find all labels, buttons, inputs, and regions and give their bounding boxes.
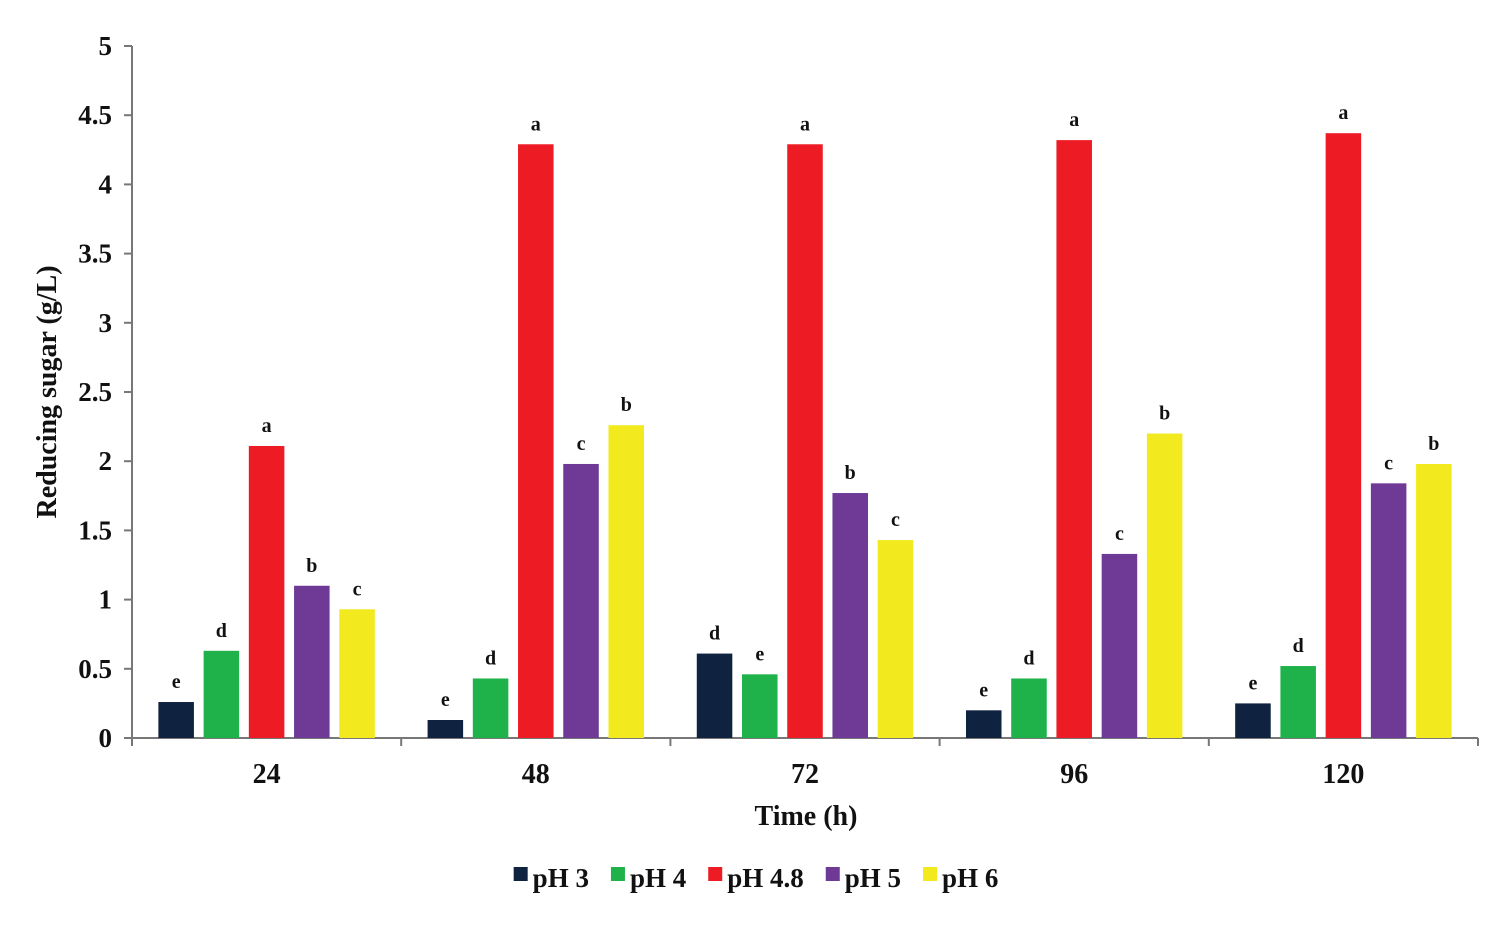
y-tick-label: 2.5 — [78, 377, 112, 407]
significance-letter: a — [1069, 109, 1079, 131]
bar — [1416, 463, 1452, 738]
bar — [472, 678, 509, 738]
y-tick-label: 3.5 — [78, 239, 112, 269]
significance-letter: d — [709, 623, 720, 645]
significance-letter: e — [1249, 672, 1258, 694]
x-axis: 24 48 72 96 120 — [131, 737, 1479, 790]
bars — [158, 133, 1452, 738]
significance-letter: e — [979, 679, 988, 701]
bar — [608, 425, 645, 738]
y-tick-label: 2 — [99, 446, 113, 476]
bar — [1325, 133, 1362, 738]
legend-label: pH 6 — [942, 863, 998, 893]
y-tick-label: 1.5 — [78, 515, 112, 545]
y-tick-label: 5 — [99, 31, 113, 61]
bar — [563, 463, 599, 738]
significance-letter: c — [1115, 523, 1124, 545]
bar — [1370, 483, 1407, 738]
bar — [203, 650, 240, 738]
legend-swatch — [708, 867, 723, 881]
legend-label: pH 4.8 — [727, 863, 804, 893]
legend-item: pH 3 — [513, 863, 589, 893]
significance-letter: c — [353, 578, 362, 600]
bar — [1280, 666, 1316, 738]
x-tick-label: 48 — [522, 759, 550, 790]
x-tick-label: 96 — [1060, 759, 1088, 790]
x-tick-label: 120 — [1322, 759, 1364, 790]
legend-item: pH 6 — [923, 863, 998, 893]
y-tick-label: 4.5 — [78, 100, 112, 130]
significance-letters: e e d e e d d e d d a a a a a b c b c c c b c b b — [172, 102, 1440, 711]
bar — [696, 653, 733, 738]
significance-letter: d — [1293, 635, 1304, 657]
significance-letter: b — [845, 462, 856, 484]
significance-letter: a — [1338, 102, 1348, 124]
legend-swatch — [825, 867, 840, 881]
bar — [339, 609, 375, 738]
x-tick-label: 72 — [791, 759, 819, 790]
significance-letter: e — [441, 689, 450, 711]
significance-letter: a — [800, 113, 810, 135]
y-axis-title: Reducing sugar (g/L) — [32, 265, 63, 518]
bar — [1056, 140, 1092, 738]
significance-letter: c — [577, 433, 586, 455]
significance-letter: e — [755, 643, 764, 665]
legend-item: pH 4 — [610, 863, 686, 893]
legend-swatch — [610, 867, 625, 881]
legend: pH 3 pH 4 pH 4.8 pH 5 pH 6 — [513, 863, 998, 893]
bar — [1101, 553, 1138, 738]
bar — [1011, 678, 1047, 738]
significance-letter: d — [485, 647, 496, 669]
bar — [294, 585, 330, 738]
bar — [1146, 433, 1183, 738]
bar — [427, 720, 464, 738]
significance-letter: b — [1428, 433, 1439, 455]
legend-swatch — [513, 867, 528, 881]
legend-item: pH 4.8 — [708, 863, 804, 893]
bar — [787, 144, 823, 738]
bar — [248, 445, 285, 738]
y-axis: 0 0.5 1 1.5 2 2.5 3 3.5 4 4.5 5 — [78, 31, 133, 753]
significance-letter: b — [621, 394, 632, 416]
significance-letter: a — [531, 113, 541, 135]
x-axis-title: Time (h) — [755, 801, 858, 832]
bar — [742, 674, 778, 738]
significance-letter: b — [306, 555, 317, 577]
y-tick-label: 0.5 — [78, 654, 112, 684]
legend-swatch — [923, 867, 938, 881]
legend-label: pH 3 — [533, 863, 589, 893]
significance-letter: b — [1159, 403, 1170, 425]
significance-letter: c — [1384, 452, 1393, 474]
significance-letter: a — [262, 415, 272, 437]
legend-label: pH 5 — [845, 863, 901, 893]
significance-letter: c — [891, 509, 900, 531]
bar — [518, 144, 554, 738]
bar — [832, 493, 868, 738]
legend-item: pH 5 — [825, 863, 901, 893]
y-tick-label: 0 — [99, 723, 113, 753]
significance-letter: d — [1023, 647, 1034, 669]
legend-label: pH 4 — [630, 863, 686, 893]
bar — [158, 702, 194, 738]
bar — [965, 710, 1002, 738]
bar — [877, 540, 914, 738]
significance-letter: e — [172, 671, 181, 693]
y-tick-label: 3 — [99, 308, 113, 338]
significance-letter: d — [216, 620, 227, 642]
y-tick-label: 4 — [99, 169, 113, 199]
x-tick-label: 24 — [253, 759, 281, 790]
y-tick-label: 1 — [99, 585, 113, 615]
bar — [1235, 703, 1271, 738]
